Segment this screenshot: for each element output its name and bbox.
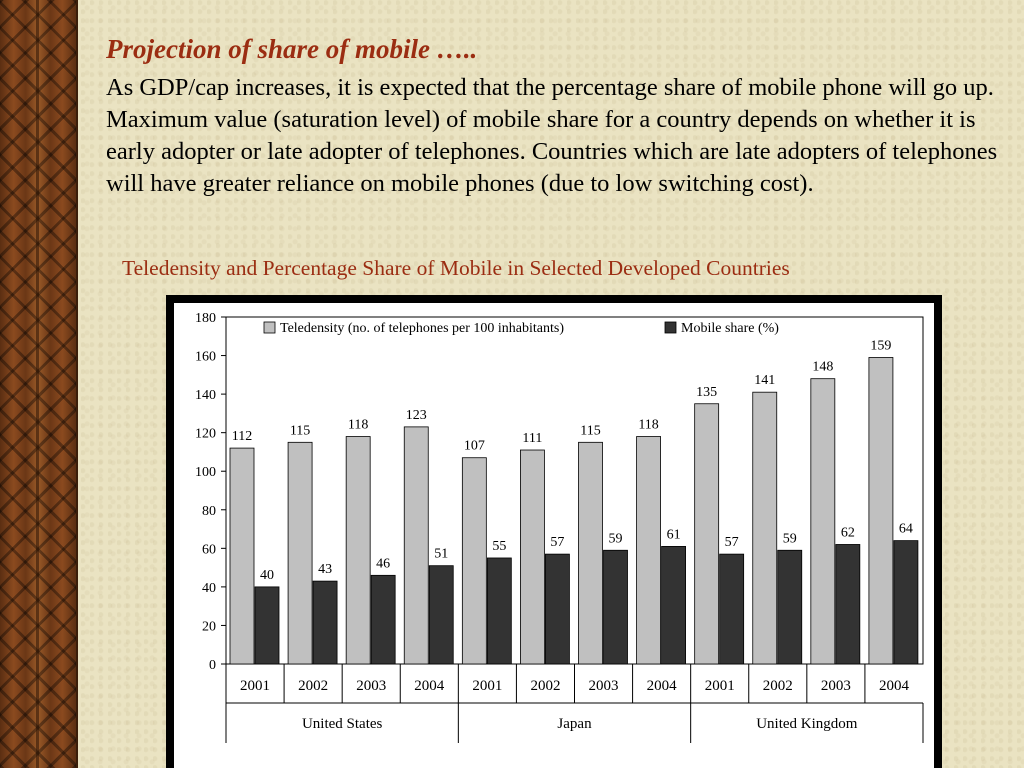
data-label: 59 <box>783 531 797 546</box>
slide-body-text: As GDP/cap increases, it is expected tha… <box>106 74 998 197</box>
bar-teledensity <box>810 378 836 665</box>
category-label: 2004 <box>879 678 910 694</box>
bar-teledensity <box>752 391 778 665</box>
slide-title: Projection of share of mobile ….. <box>106 34 478 64</box>
bar-chart: 0 20 40 60 80 100 120 140 160 180 112 115 118 123 107 1… <box>174 303 934 768</box>
bar-mobile-share <box>835 544 861 665</box>
category-label: 2001 <box>472 678 502 694</box>
data-label: 135 <box>696 385 717 400</box>
bar-mobile-share <box>370 574 396 665</box>
bar-mobile-share <box>254 586 280 665</box>
data-label: 64 <box>899 522 913 537</box>
chart-frame: 0 20 40 60 80 100 120 140 160 180 112 115 118 123 107 1… <box>166 295 942 768</box>
bar-mobile-share <box>719 553 745 665</box>
category-label: 2003 <box>589 678 619 694</box>
legend-label: Teledensity (no. of telephones per 100 i… <box>280 321 564 336</box>
data-label: 43 <box>318 562 332 577</box>
bar-teledensity <box>578 441 603 665</box>
legend-swatch <box>664 321 677 334</box>
category-label: 2004 <box>414 678 445 694</box>
bar-mobile-share <box>777 549 803 665</box>
y-tick-label: 160 <box>195 350 216 365</box>
category-label: 2001 <box>705 678 735 694</box>
bar-teledensity <box>403 426 429 665</box>
data-label: 61 <box>667 527 681 542</box>
bar-teledensity <box>868 357 894 665</box>
y-tick-label: 140 <box>195 388 216 403</box>
data-label: 40 <box>260 568 274 583</box>
data-label: 118 <box>638 418 658 433</box>
chart-caption: Teledensity and Percentage Share of Mobi… <box>122 256 790 280</box>
legend-swatch <box>263 321 276 334</box>
bar-teledensity <box>694 403 720 665</box>
data-label: 115 <box>290 423 310 438</box>
y-tick-label: 60 <box>202 542 216 557</box>
data-label: 51 <box>434 547 448 562</box>
bar-teledensity <box>636 436 661 665</box>
data-label: 159 <box>870 338 891 353</box>
category-label: 2003 <box>821 678 851 694</box>
data-label: 141 <box>754 373 775 388</box>
y-tick-label: 20 <box>202 619 216 634</box>
data-label: 46 <box>376 556 390 571</box>
bar-mobile-share <box>428 565 454 665</box>
y-tick-label: 80 <box>202 504 216 519</box>
bar-mobile-share <box>893 540 919 665</box>
data-label: 59 <box>609 531 623 546</box>
data-label: 62 <box>841 525 855 540</box>
legend-label: Mobile share (%) <box>681 321 779 336</box>
bar-teledensity <box>345 436 371 665</box>
data-label: 115 <box>580 423 600 438</box>
group-label: Japan <box>557 716 592 732</box>
bar-mobile-share <box>312 580 338 665</box>
category-label: 2002 <box>530 678 560 694</box>
data-label: 123 <box>406 408 427 423</box>
decorative-side-strip <box>0 0 78 768</box>
bar-teledensity <box>461 457 487 665</box>
y-tick-label: 180 <box>195 311 216 326</box>
y-tick-label: 100 <box>195 465 216 480</box>
bar-mobile-share <box>545 553 570 665</box>
data-label: 107 <box>464 439 485 454</box>
category-label: 2004 <box>647 678 678 694</box>
data-label: 57 <box>725 535 739 550</box>
bar-mobile-share <box>661 546 686 665</box>
data-label: 118 <box>348 418 368 433</box>
group-label: United States <box>302 716 383 732</box>
data-label: 111 <box>522 431 542 446</box>
y-tick-label: 120 <box>195 427 216 442</box>
data-label: 57 <box>550 535 564 550</box>
category-label: 2003 <box>356 678 386 694</box>
bar-teledensity <box>520 449 545 665</box>
category-label: 2002 <box>298 678 328 694</box>
bar-mobile-share <box>603 549 628 665</box>
data-label: 55 <box>492 539 506 554</box>
category-label: 2002 <box>763 678 793 694</box>
y-tick-label: 0 <box>209 658 216 673</box>
bar-teledensity <box>229 447 255 665</box>
category-label: 2001 <box>240 678 270 694</box>
data-label: 148 <box>812 360 833 375</box>
bar-mobile-share <box>486 557 512 665</box>
bar-teledensity <box>287 441 313 665</box>
y-tick-label: 40 <box>202 581 216 596</box>
group-label: United Kingdom <box>756 716 858 732</box>
data-label: 112 <box>232 429 252 444</box>
